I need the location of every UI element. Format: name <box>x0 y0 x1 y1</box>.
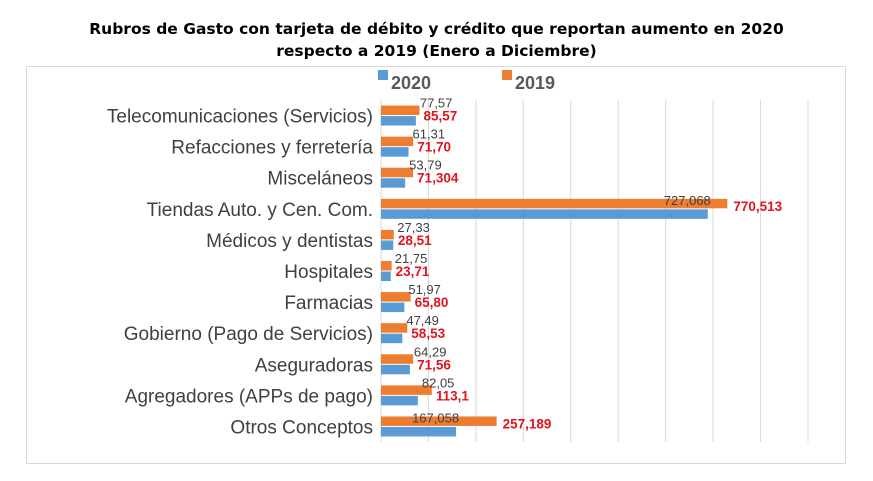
bar-2020 <box>381 302 405 313</box>
data-label-2019: 257,189 <box>503 416 552 431</box>
category-label: Hospitales <box>284 262 373 283</box>
data-label-2019: 28,51 <box>398 233 432 248</box>
data-label-2020: 27,33 <box>397 220 430 235</box>
data-label-2020: 51,97 <box>408 282 441 297</box>
category-label: Otros Conceptos <box>230 417 373 438</box>
data-label-2020: 727,068 <box>664 193 711 208</box>
chart-panel <box>26 66 846 464</box>
data-label-2020: 167,058 <box>412 410 459 425</box>
bar-2019 <box>381 229 394 240</box>
legend-label-2020: 2020 <box>391 73 431 93</box>
bar-2019 <box>381 385 432 395</box>
category-label: Aseguradoras <box>255 355 373 376</box>
data-label-2020: 53,79 <box>409 158 442 173</box>
data-label-2019: 23,71 <box>396 264 430 279</box>
data-label-2020: 82,05 <box>422 375 455 390</box>
bar-2019 <box>381 323 408 333</box>
bar-2020 <box>381 147 409 157</box>
data-label-2019: 65,80 <box>415 295 449 310</box>
data-label-2020: 61,31 <box>413 127 446 142</box>
bar-2020 <box>381 209 708 219</box>
bar-2019 <box>381 136 414 147</box>
category-label: Telecomunicaciones (Servicios) <box>107 107 373 128</box>
bar-2019 <box>381 292 411 302</box>
bar-2019 <box>381 198 728 209</box>
data-label-2019: 770,513 <box>733 199 782 214</box>
legend-swatch-2019 <box>502 70 512 80</box>
bar-2019 <box>381 416 497 426</box>
bar-2020 <box>381 178 406 188</box>
bar-2020 <box>381 395 418 406</box>
bar-2020 <box>381 240 394 250</box>
bar-2019 <box>381 261 392 271</box>
bar-2019 <box>381 167 414 178</box>
data-label-2019: 71,56 <box>417 357 451 372</box>
category-label: Agregadores (APPs de pago) <box>125 386 373 407</box>
data-label-2020: 21,75 <box>395 251 428 266</box>
bar-2019 <box>381 105 420 116</box>
bar-2020 <box>381 364 410 375</box>
chart-title-line-1: Rubros de Gasto con tarjeta de débito y … <box>89 20 784 38</box>
bar-2020 <box>381 116 416 126</box>
category-label: Tiendas Auto. y Cen. Com. <box>147 200 373 221</box>
chart-title: Rubros de Gasto con tarjeta de débito y … <box>0 18 873 62</box>
chart-title-line-2: respecto a 2019 (Enero a Diciembre) <box>276 42 597 60</box>
bar-2020 <box>381 426 457 437</box>
category-label: Farmacias <box>284 293 373 314</box>
bar-2019 <box>381 354 414 364</box>
category-label: Refacciones y ferretería <box>171 138 373 159</box>
data-label-2019: 71,304 <box>417 171 459 186</box>
category-label: Gobierno (Pago de Servicios) <box>124 324 373 345</box>
bar-2020 <box>381 271 391 281</box>
data-label-2019: 113,1 <box>436 388 470 403</box>
legend-label-2019: 2019 <box>515 73 555 93</box>
category-label: Misceláneos <box>267 169 373 190</box>
data-label-2019: 71,70 <box>417 140 451 155</box>
data-label-2020: 77,57 <box>420 96 453 111</box>
category-label: Médicos y dentistas <box>206 231 373 252</box>
data-label-2020: 64,29 <box>414 344 447 359</box>
data-label-2019: 85,57 <box>423 109 457 124</box>
data-label-2019: 58,53 <box>411 326 445 341</box>
legend-swatch-2020 <box>378 70 388 80</box>
data-label-2020: 47,49 <box>406 313 439 328</box>
bar-2020 <box>381 333 403 344</box>
